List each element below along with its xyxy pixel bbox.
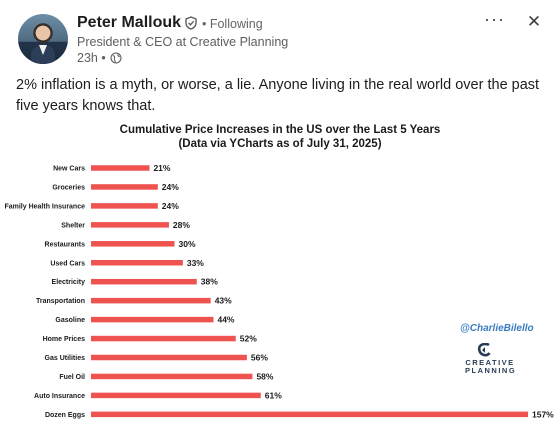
- category-label: Home Prices: [43, 336, 86, 343]
- chart-subtitle: (Data via YCharts as of July 31, 2025): [178, 138, 382, 150]
- value-label: 52%: [240, 334, 257, 344]
- bar: [91, 165, 150, 171]
- bar: [91, 260, 183, 266]
- category-label: Fuel Oil: [59, 374, 85, 381]
- bar: [91, 411, 528, 418]
- globe-icon: [110, 52, 122, 64]
- follow-status: • Following: [202, 17, 263, 31]
- value-label: 24%: [162, 201, 179, 211]
- post-header: Peter Mallouk • Following President & CE…: [0, 0, 560, 70]
- value-label: 43%: [215, 296, 232, 306]
- category-label: New Cars: [53, 166, 85, 173]
- bar: [91, 222, 169, 228]
- value-label: 56%: [251, 353, 268, 363]
- brand-name-line2: PLANNING: [465, 366, 517, 375]
- value-label: 44%: [217, 315, 234, 325]
- author-headline: President & CEO at Creative Planning: [77, 35, 289, 49]
- category-label: Restaurants: [45, 241, 86, 248]
- post-time: 23h •: [77, 51, 106, 65]
- brand-name: CREATIVE PLANNING: [465, 359, 515, 375]
- category-label: Transportation: [36, 298, 85, 305]
- bar: [91, 297, 211, 304]
- bar: [91, 335, 236, 342]
- more-icon: ···: [484, 9, 505, 29]
- value-label: 24%: [162, 182, 179, 192]
- category-label: Dozen Eggs: [45, 412, 85, 419]
- category-label: Electricity: [52, 279, 86, 286]
- close-icon: ✕: [526, 12, 542, 31]
- bar: [91, 184, 158, 190]
- category-label: Groceries: [52, 184, 85, 191]
- bar: [91, 316, 214, 323]
- value-label: 21%: [153, 163, 170, 173]
- value-label: 30%: [179, 239, 196, 249]
- value-label: 38%: [201, 277, 218, 287]
- close-button[interactable]: ✕: [524, 12, 544, 32]
- category-label: Used Cars: [50, 260, 85, 267]
- category-label: Gas Utilities: [45, 355, 86, 362]
- category-label: Shelter: [61, 222, 85, 229]
- verified-icon: [185, 16, 197, 30]
- bar: [91, 354, 247, 361]
- avatar[interactable]: [18, 14, 68, 64]
- chart-title: Cumulative Price Increases in the US ove…: [119, 124, 441, 136]
- more-options-button[interactable]: ···: [484, 9, 508, 32]
- bar: [91, 203, 158, 209]
- bar: [91, 241, 175, 247]
- category-label: Gasoline: [55, 317, 85, 324]
- bar: [91, 278, 197, 285]
- value-label: 33%: [187, 258, 204, 268]
- watermark-text: @CharlieBilello: [460, 323, 534, 334]
- value-label: 61%: [265, 390, 282, 400]
- value-label: 28%: [173, 220, 190, 230]
- avatar-collar: [39, 45, 47, 55]
- value-label: 58%: [256, 371, 273, 381]
- bar: [91, 373, 253, 380]
- category-label: Auto Insurance: [34, 393, 85, 400]
- post-text: 2% inflation is a myth, or worse, a lie.…: [16, 77, 540, 114]
- category-label: Family Health Insurance: [4, 203, 85, 210]
- value-label: 157%: [532, 409, 554, 419]
- bar: [91, 392, 261, 399]
- brand-name-line1: CREATIVE: [465, 358, 515, 367]
- author-name[interactable]: Peter Mallouk: [77, 14, 182, 31]
- creative-planning-logo-icon: [477, 343, 491, 357]
